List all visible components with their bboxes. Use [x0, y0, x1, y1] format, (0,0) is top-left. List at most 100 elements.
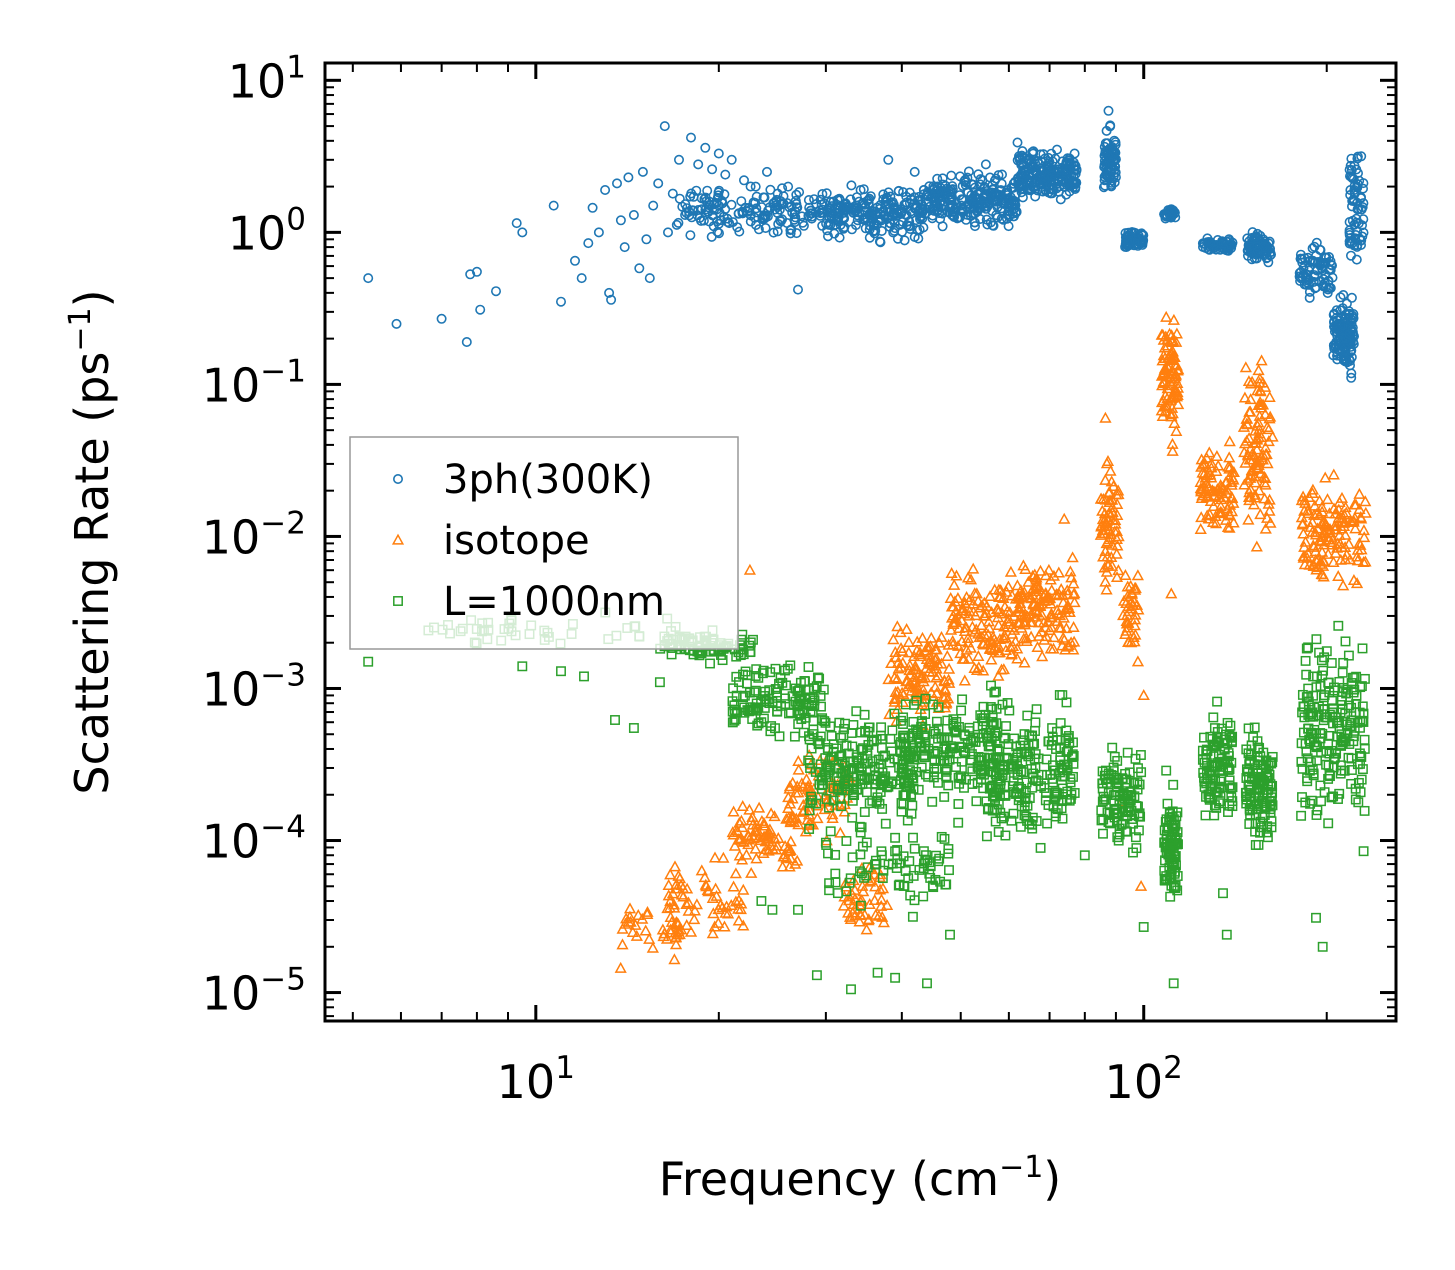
point-square [770, 663, 781, 674]
point-square [823, 772, 834, 783]
point-triangle [1018, 586, 1031, 598]
point-square [1224, 800, 1235, 811]
point-square [1300, 655, 1311, 666]
point-triangle [1238, 391, 1251, 403]
point-circle [744, 205, 755, 216]
point-square [803, 662, 814, 672]
point-circle [1344, 329, 1355, 340]
point-square [1170, 866, 1180, 877]
point-square [1064, 795, 1075, 806]
point-square [1311, 742, 1322, 753]
point-square [928, 745, 939, 756]
point-triangle [1306, 515, 1319, 527]
point-square [1211, 740, 1222, 751]
point-triangle [947, 609, 960, 621]
point-triangle [1038, 633, 1051, 645]
point-circle [929, 201, 940, 212]
point-square [1068, 758, 1079, 769]
point-circle [1047, 156, 1058, 167]
point-triangle [992, 669, 1005, 681]
point-circle [923, 191, 934, 202]
point-triangle [977, 664, 990, 676]
point-triangle [1359, 495, 1372, 507]
point-triangle [902, 635, 915, 647]
legend-label: isotope [443, 518, 590, 564]
point-circle [809, 194, 820, 205]
point-square [890, 832, 901, 843]
point-square [989, 687, 1000, 698]
point-square [747, 714, 758, 724]
point-circle [811, 199, 822, 210]
point-triangle [1006, 627, 1019, 639]
point-triangle [891, 673, 904, 685]
point-triangle [1357, 524, 1370, 536]
point-triangle [754, 834, 767, 846]
point-square [756, 896, 767, 906]
point-triangle [1253, 409, 1266, 421]
point-circle [985, 217, 996, 228]
point-circle [845, 194, 856, 205]
point-triangle [736, 800, 749, 812]
point-circle [1059, 168, 1070, 179]
point-triangle [1103, 494, 1117, 506]
point-triangle [1262, 435, 1275, 447]
point-triangle [1311, 507, 1324, 519]
point-square [1132, 777, 1143, 788]
point-circle [1057, 175, 1068, 186]
point-circle [1335, 305, 1346, 316]
point-square [556, 666, 566, 677]
legend: 3ph(300K) isotope L=1000nm [349, 436, 739, 650]
point-circle [711, 198, 722, 209]
point-square [964, 743, 975, 753]
point-circle [691, 185, 702, 196]
point-square [1022, 800, 1033, 811]
point-square [900, 699, 911, 710]
point-triangle [964, 641, 977, 653]
point-square [1338, 657, 1349, 668]
point-triangle [750, 852, 763, 864]
point-triangle [880, 898, 894, 910]
point-circle [846, 180, 857, 191]
point-triangle [1339, 501, 1352, 513]
point-triangle [1258, 470, 1271, 482]
point-square [731, 671, 742, 682]
point-square [1039, 783, 1050, 793]
point-triangle [1211, 483, 1224, 495]
point-triangle [844, 913, 857, 925]
point-square [1317, 941, 1328, 952]
point-circle [998, 214, 1009, 225]
point-square [1026, 819, 1037, 830]
point-circle [745, 181, 756, 192]
point-square [1168, 978, 1179, 989]
point-square [1102, 807, 1113, 818]
point-triangle [1119, 627, 1132, 639]
point-triangle [662, 878, 675, 890]
y-tick-label: 10−2 [202, 505, 306, 564]
point-circle [659, 121, 670, 132]
point-circle [972, 189, 983, 200]
point-triangle [736, 853, 749, 865]
point-circle [751, 191, 762, 202]
point-triangle [1309, 528, 1323, 540]
point-square [1318, 692, 1329, 703]
point-triangle [1225, 465, 1239, 477]
point-square [1012, 759, 1023, 770]
point-circle [772, 226, 783, 237]
point-square [1133, 825, 1144, 836]
point-circle [1252, 246, 1263, 257]
point-square [1068, 771, 1078, 782]
point-square [1266, 822, 1277, 833]
point-square [1162, 798, 1173, 809]
point-triangle [1325, 538, 1338, 550]
point-circle [980, 159, 991, 170]
point-triangle [1261, 511, 1274, 523]
point-square [856, 868, 867, 879]
point-triangle [1220, 483, 1234, 495]
point-triangle [664, 923, 677, 935]
point-square [922, 978, 932, 989]
point-square [991, 771, 1002, 781]
point-triangle [1035, 625, 1048, 637]
point-circle [1340, 356, 1351, 367]
point-triangle [614, 961, 627, 973]
point-triangle [786, 776, 799, 788]
